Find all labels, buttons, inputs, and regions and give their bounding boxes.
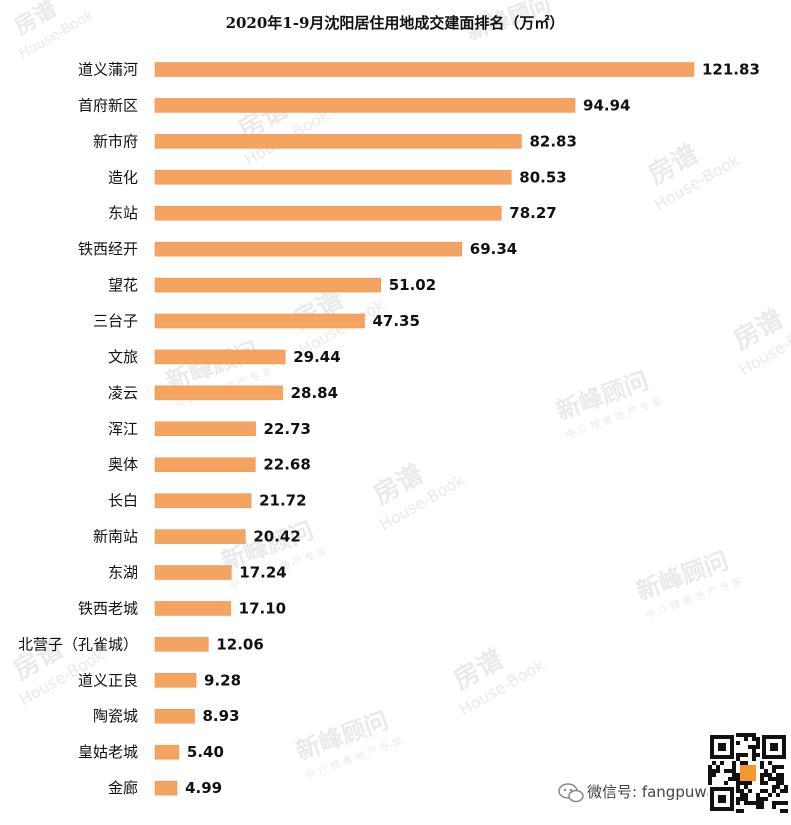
bar [154, 744, 180, 760]
value-label: 28.84 [291, 384, 338, 402]
bar [154, 780, 178, 796]
watermark-xinfeng: 新峰顾问 中 介 搜 者 地 产 专 家 [552, 366, 663, 441]
bar [154, 421, 256, 437]
bar [154, 637, 209, 652]
value-label: 29.44 [293, 348, 340, 366]
category-label: 造化 [108, 168, 138, 186]
category-label: 新市府 [93, 132, 138, 150]
watermark-house-book: 房谱 House-Book [8, 633, 108, 709]
bar [154, 134, 522, 149]
category-label: 长白 [108, 492, 138, 510]
bar [154, 205, 502, 221]
wechat-icon [558, 783, 584, 803]
value-label: 47.35 [372, 312, 419, 330]
bar [154, 493, 252, 508]
category-label: 金廊 [108, 779, 138, 797]
qr-code-icon [708, 733, 788, 813]
category-label: 奥体 [108, 456, 138, 474]
bar [154, 457, 256, 472]
bar [154, 277, 381, 293]
value-label: 78.27 [509, 204, 556, 222]
category-label: 新南站 [93, 528, 138, 546]
bar [154, 601, 231, 616]
category-label: 铁西老城 [78, 599, 138, 617]
bar [154, 349, 286, 365]
chart-title: 2020年1-9月沈阳居住用地成交建面排名（万㎡） [226, 14, 565, 32]
value-label: 22.68 [263, 456, 310, 474]
watermark-house-book: 房谱 House-Book [233, 93, 333, 169]
category-label: 皇姑老城 [78, 743, 138, 761]
category-label: 东湖 [108, 564, 138, 582]
bar [154, 673, 197, 688]
category-label: 首府新区 [78, 96, 138, 114]
category-label: 铁西经开 [78, 240, 138, 258]
value-label: 5.40 [187, 743, 224, 761]
wechat-id-text: 微信号: fangpuwang [587, 783, 735, 801]
watermark-house-book: 房谱 House-Book [728, 303, 791, 379]
value-label: 4.99 [185, 779, 222, 797]
category-label: 文旅 [108, 348, 138, 366]
value-label: 20.42 [253, 528, 300, 546]
category-label: 三台子 [93, 312, 138, 330]
value-label: 21.72 [259, 492, 306, 510]
watermark-xinfeng: 新峰顾问 中 介 搜 者 地 产 专 家 [632, 546, 743, 621]
value-label: 8.93 [203, 707, 240, 725]
bar [154, 313, 365, 329]
watermark-house-book: 房谱 House-Book [10, 0, 97, 63]
bar [154, 565, 232, 580]
category-label: 望花 [108, 276, 138, 294]
category-label: 道义正良 [78, 671, 138, 689]
bar [154, 385, 283, 401]
watermark-house-book: 房谱 House-Book [643, 138, 743, 214]
value-label: 82.83 [529, 132, 576, 150]
wechat-footer: 微信号: fangpuwang [558, 783, 735, 803]
category-label: 陶瓷城 [93, 707, 138, 725]
value-label: 12.06 [216, 635, 263, 653]
value-label: 22.73 [264, 420, 311, 438]
bar [154, 241, 463, 257]
bar [154, 170, 512, 185]
bar [154, 62, 695, 77]
value-label: 80.53 [519, 168, 566, 186]
value-label: 69.34 [470, 240, 517, 258]
value-label: 9.28 [204, 671, 241, 689]
category-label: 北营子（孔雀城） [18, 635, 138, 653]
value-label: 121.83 [702, 61, 760, 79]
category-label: 道义蒲河 [78, 61, 138, 79]
bar [154, 529, 246, 544]
value-label: 51.02 [389, 276, 436, 294]
watermark-house-book: 房谱 House-Book [368, 458, 468, 534]
bars-layer: 道义蒲河 121.83 首府新区 94.94 新市府 82.83 造化 80.53 东站 78.2… [18, 61, 760, 798]
category-label: 凌云 [108, 384, 138, 402]
category-label: 浑江 [108, 420, 138, 438]
watermark-xinfeng: 新峰顾问 中 介 搜 者 地 产 专 家 [292, 706, 403, 781]
value-label: 17.10 [239, 599, 286, 617]
category-label: 东站 [108, 204, 138, 222]
watermark-house-book: 房谱 House-Book [448, 643, 548, 719]
bar [154, 708, 195, 724]
value-label: 17.24 [239, 564, 286, 582]
bar [154, 98, 576, 113]
value-label: 94.94 [583, 96, 630, 114]
